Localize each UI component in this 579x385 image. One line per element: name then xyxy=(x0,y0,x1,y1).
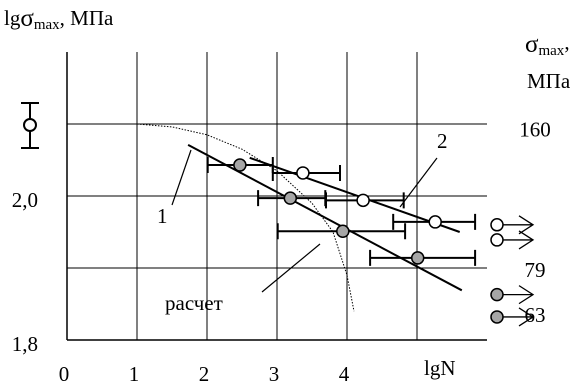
point xyxy=(283,191,298,205)
x-tick-label: 0 xyxy=(59,362,70,385)
runout-arrow xyxy=(503,215,535,235)
y-tick-label: 1,8 xyxy=(12,332,38,356)
point xyxy=(296,166,310,180)
runout-arrow xyxy=(503,285,535,305)
y2-unit: МПа xyxy=(527,69,571,93)
y2-tick-label: 160 xyxy=(519,117,551,141)
fit-line xyxy=(187,143,463,292)
y2-tick-label: 63 xyxy=(525,303,546,327)
runout-arrow xyxy=(503,230,535,250)
runout-point xyxy=(490,287,504,302)
x-tick-label: 1 xyxy=(129,362,140,385)
point xyxy=(336,224,350,239)
runout-point xyxy=(490,310,504,324)
point xyxy=(356,193,370,208)
x-tick-label: 2 xyxy=(199,362,210,385)
y-label: lgσmax, МПа xyxy=(4,5,114,34)
calc-curve xyxy=(95,123,355,312)
point xyxy=(428,215,442,229)
x-tick-label: 4 xyxy=(339,362,350,385)
y-tick-label: 2,0 xyxy=(12,188,38,212)
runout-point xyxy=(490,218,504,232)
point xyxy=(233,158,247,172)
runout-point xyxy=(490,233,504,247)
series-label: 2 xyxy=(437,129,448,153)
y2-label: σmax, xyxy=(525,30,570,60)
error-icon xyxy=(21,102,39,149)
calc-label: расчет xyxy=(165,291,223,315)
point xyxy=(410,251,425,265)
y2-tick-label: 79 xyxy=(525,258,546,282)
x-tick-label: 3 xyxy=(269,362,280,385)
runout-arrow xyxy=(503,307,535,327)
x-label: lgN xyxy=(424,356,456,380)
series-label: 1 xyxy=(157,204,168,228)
fit-line xyxy=(249,156,461,233)
